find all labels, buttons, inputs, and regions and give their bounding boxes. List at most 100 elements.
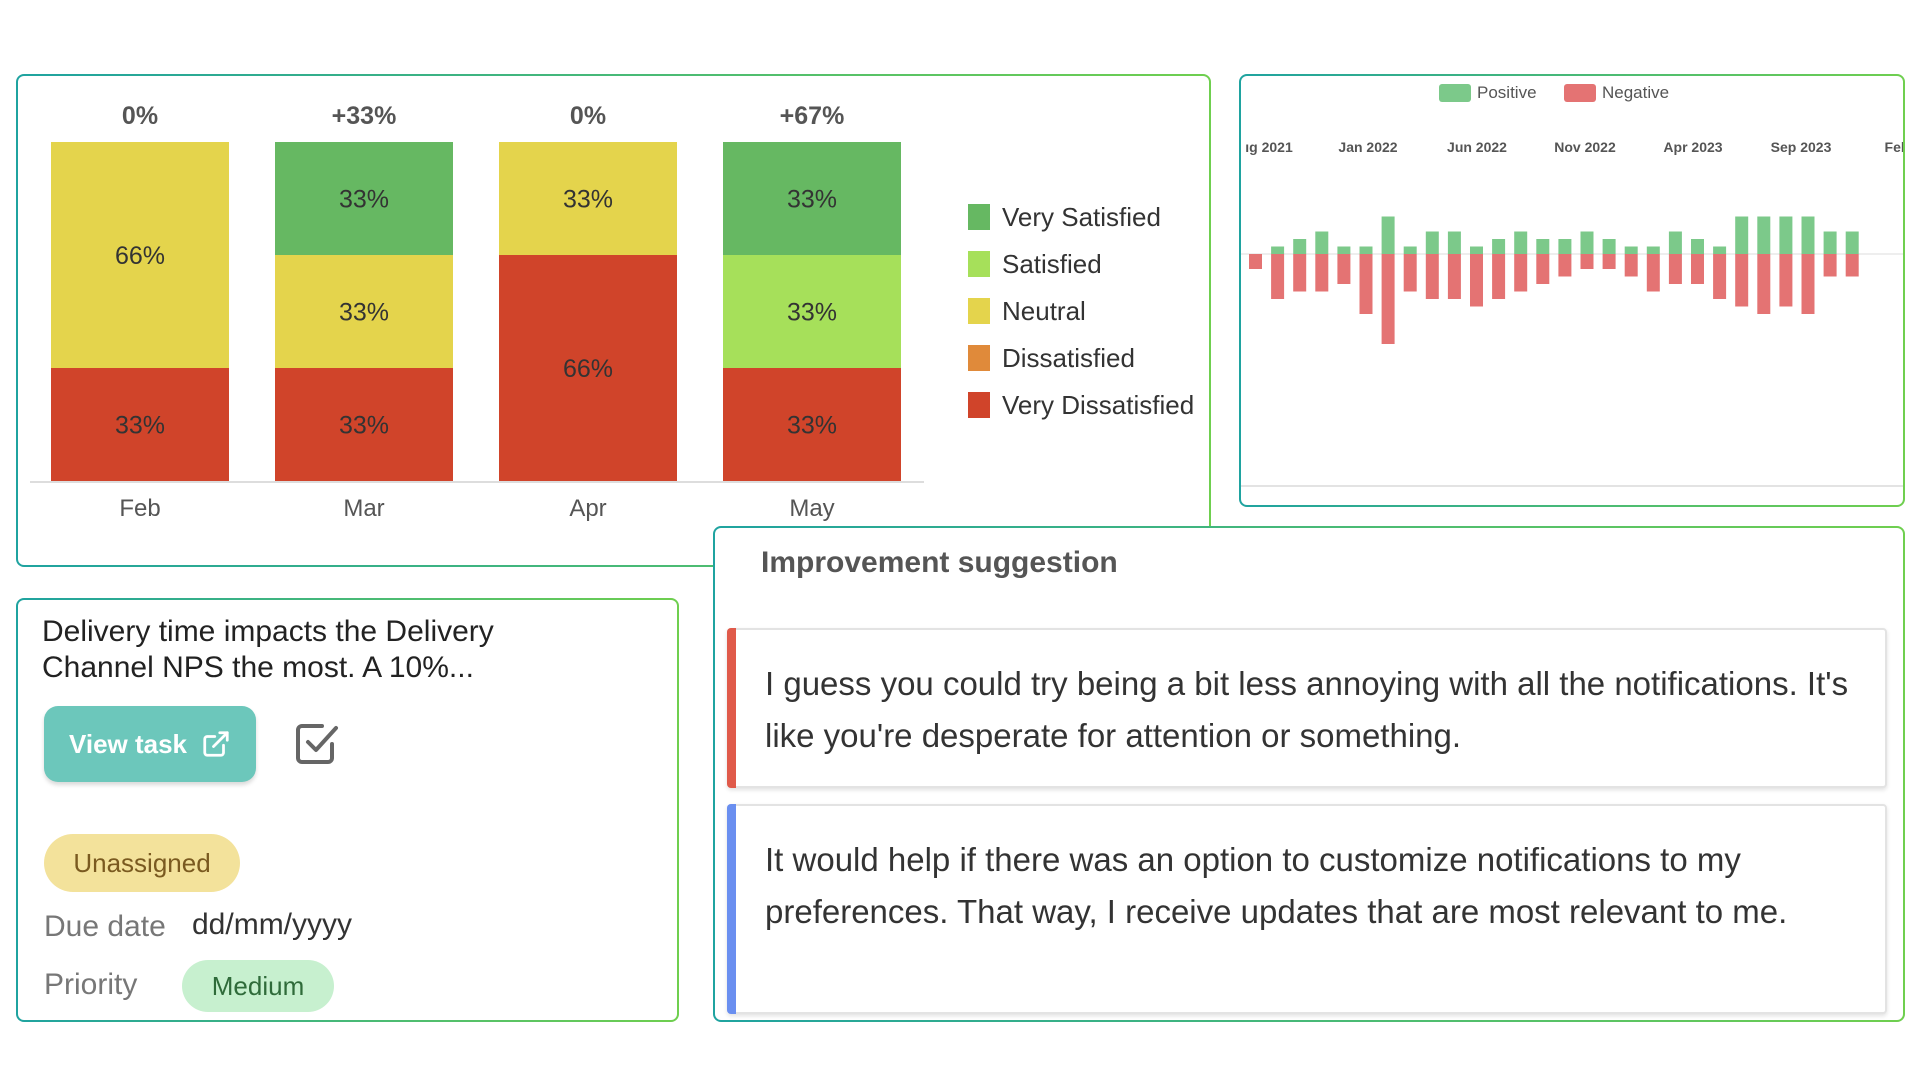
positive-bar [1315, 231, 1329, 254]
bar-segment [275, 255, 453, 368]
positive-bar [1425, 231, 1439, 254]
x-tick-label: May [789, 495, 834, 522]
x-tick-label: Sep 2023 [1771, 139, 1832, 155]
positive-bar [1801, 216, 1815, 254]
priority-label: Priority [44, 968, 138, 1001]
segment-label: 33% [339, 299, 389, 327]
negative-bar [1713, 254, 1727, 299]
positive-bar [1779, 216, 1793, 254]
bar-segment [275, 142, 453, 255]
negative-bar [1823, 254, 1837, 277]
negative-bar [1447, 254, 1461, 299]
positive-bar [1470, 246, 1483, 254]
view-task-label: View task [68, 728, 188, 759]
task-description: Delivery time impacts the Delivery Chann… [42, 615, 494, 684]
suggestion-text: I guess you could try being a bit less a… [765, 665, 1849, 754]
legend-label: Negative [1602, 83, 1669, 102]
priority-badge[interactable]: Medium [182, 960, 334, 1012]
legend-swatch [968, 392, 990, 418]
legend-swatch [968, 204, 990, 230]
positive-bar [1691, 239, 1704, 254]
negative-bar [1779, 254, 1793, 307]
positive-bar [1602, 239, 1616, 254]
view-task-button[interactable]: View task [44, 706, 256, 782]
negative-bar [1668, 254, 1682, 284]
suggestion-card: It would help if there was an option to … [727, 804, 1887, 1014]
sentiment-diverging-chart: Positive Negative ıg 2021 Jan 2022 Jun 2022 N… [1241, 83, 1903, 487]
legend-label: Positive [1477, 83, 1537, 102]
suggestion-accent-bar [727, 628, 736, 788]
positive-bar [1293, 239, 1307, 254]
positive-bar [1536, 239, 1550, 254]
negative-bar [1514, 254, 1528, 292]
suggestion-text: It would help if there was an option to … [765, 841, 1788, 930]
status-badge[interactable]: Unassigned [44, 834, 240, 892]
legend-label: Very Satisfied [1002, 202, 1161, 232]
negative-bar [1249, 254, 1262, 269]
satisfaction-stacked-chart: 33% 66% 0% Feb 33% 33% 33% +33% Mar 66% 33% 0% Apr 33… [30, 102, 1194, 522]
segment-label: 33% [787, 412, 837, 440]
positive-bar [1492, 239, 1506, 254]
legend-label: Satisfied [1002, 249, 1102, 279]
negative-bar [1602, 254, 1616, 269]
legend-swatch [1439, 84, 1471, 102]
x-tick-label: ıg 2021 [1245, 139, 1293, 155]
segment-label: 33% [115, 412, 165, 440]
negative-bar [1359, 254, 1373, 314]
positive-bar [1447, 231, 1461, 254]
x-tick-label: Mar [343, 495, 384, 522]
negative-bar [1492, 254, 1506, 299]
legend-swatch [968, 251, 990, 277]
positive-bar [1624, 246, 1638, 254]
bar-segment [275, 368, 453, 481]
bar-segment [723, 255, 901, 368]
positive-bar [1558, 239, 1572, 254]
negative-bar [1691, 254, 1704, 284]
change-label: 0% [570, 102, 606, 130]
bar-segment [51, 142, 229, 368]
negative-bar [1624, 254, 1638, 277]
legend-swatch [968, 345, 990, 371]
positive-bar [1381, 216, 1395, 254]
bar-segment [499, 255, 677, 481]
change-label: +67% [780, 102, 845, 130]
negative-bar [1646, 254, 1660, 292]
x-tick-label: Apr 2023 [1663, 139, 1722, 155]
positive-bar [1757, 216, 1771, 254]
positive-bar [1271, 246, 1285, 254]
legend-swatch [1564, 84, 1596, 102]
x-tick-label: Jan 2022 [1338, 139, 1397, 155]
x-tick-label: Apr [569, 495, 606, 522]
satisfaction-chart-panel: 33% 66% 0% Feb 33% 33% 33% +33% Mar 66% 33% 0% Apr 33… [16, 74, 1211, 567]
due-date-label: Due date [44, 910, 166, 943]
segment-label: 33% [787, 299, 837, 327]
suggestion-card: I guess you could try being a bit less a… [727, 628, 1887, 788]
legend-label: Very Dissatisfied [1002, 390, 1194, 420]
segment-label: 66% [115, 242, 165, 270]
positive-bar [1668, 231, 1682, 254]
change-label: +33% [332, 102, 397, 130]
negative-bar [1425, 254, 1439, 299]
positive-bar [1337, 246, 1351, 254]
positive-bar [1359, 246, 1373, 254]
positive-bar [1735, 216, 1749, 254]
suggestion-title: Improvement suggestion [761, 546, 1118, 579]
legend-label: Dissatisfied [1002, 343, 1135, 373]
segment-label: 66% [563, 355, 613, 383]
bar-segment [723, 142, 901, 255]
segment-label: 33% [563, 186, 613, 214]
negative-bar [1536, 254, 1550, 284]
segment-label: 33% [339, 412, 389, 440]
improvement-suggestion-panel: Improvement suggestion I guess you could… [713, 526, 1905, 1022]
due-date-value[interactable]: dd/mm/yyyy [192, 908, 353, 941]
negative-bar [1735, 254, 1749, 307]
negative-bar [1293, 254, 1307, 292]
negative-bar [1271, 254, 1285, 299]
x-tick-label: Feb [1885, 139, 1903, 155]
checkbox-icon[interactable] [292, 720, 340, 768]
negative-bar [1801, 254, 1815, 314]
sentiment-chart-panel: Positive Negative ıg 2021 Jan 2022 Jun 2022 N… [1239, 74, 1905, 507]
positive-bar [1823, 231, 1837, 254]
x-tick-label: Feb [119, 495, 160, 522]
bar-segment [51, 368, 229, 481]
